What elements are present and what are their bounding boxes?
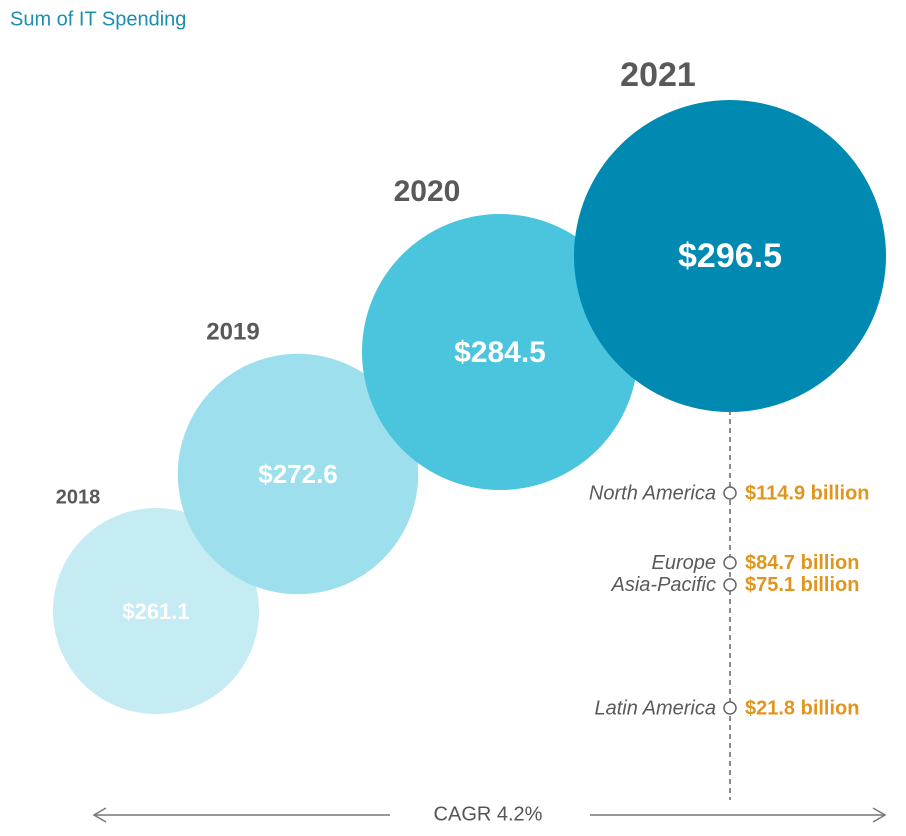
region-value: $84.7 billion [745,552,859,574]
region-value: $114.9 billion [745,482,870,504]
region-label: Latin America [594,697,716,719]
breakdown-dot [723,555,737,570]
value-label: $296.5 [678,237,782,275]
region-label: Asia-Pacific [611,574,716,596]
value-label: $261.1 [122,599,189,624]
breakdown-dot [723,486,737,500]
breakdown-dot [723,578,737,592]
region-label: Europe [652,552,717,574]
bubble [177,353,419,595]
year-label: 2020 [394,175,461,208]
arrow-head-left [92,807,107,823]
bubble [574,100,886,412]
year-label: 2018 [56,486,101,508]
year-label: 2019 [206,318,259,345]
cagr-label: CAGR 4.2% [434,803,543,825]
region-value: $21.8 billion [745,697,859,719]
breakdown-dot [723,701,737,715]
value-label: $284.5 [454,336,546,369]
chart-title: Sum of IT Spending [10,8,186,30]
arrow-head-right [872,807,887,823]
year-label: 2021 [620,56,696,94]
bubble [53,508,259,714]
bubble [361,213,639,491]
value-label: $272.6 [258,459,338,489]
region-label: North America [589,482,716,504]
region-value: $75.1 billion [745,574,859,596]
